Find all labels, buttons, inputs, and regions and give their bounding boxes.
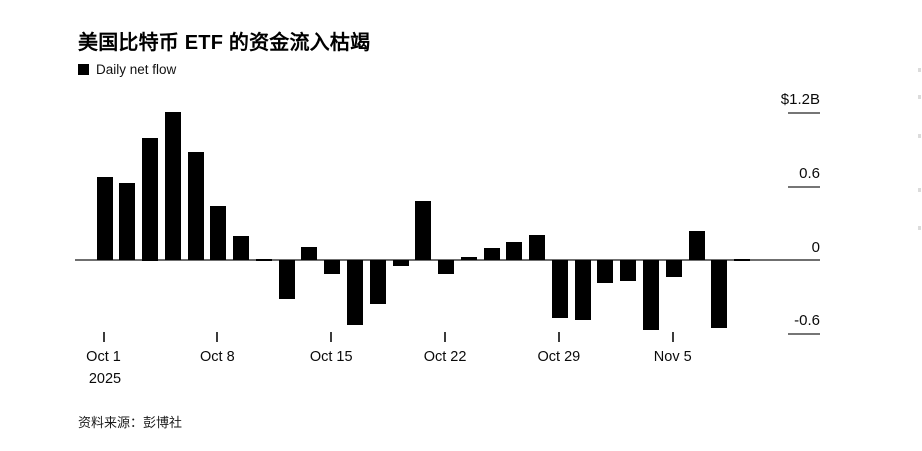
bar bbox=[415, 201, 432, 261]
y-axis-label: 0.6 bbox=[799, 164, 820, 182]
edge-artifact bbox=[918, 188, 921, 192]
chart-legend: Daily net flow bbox=[78, 62, 176, 77]
bar bbox=[369, 260, 386, 305]
y-axis-tick bbox=[788, 111, 820, 114]
y-axis-label: 0 bbox=[811, 238, 820, 256]
x-axis-year-label: 2025 bbox=[88, 371, 122, 387]
source-note: 资料来源：彭博社 bbox=[78, 415, 183, 430]
bar bbox=[346, 260, 363, 326]
bar bbox=[620, 260, 637, 281]
edge-artifact bbox=[918, 226, 921, 230]
bar bbox=[688, 230, 705, 261]
bar bbox=[574, 260, 591, 321]
chart-title: 美国比特币 ETF 的资金流入枯竭 bbox=[78, 32, 371, 54]
bar bbox=[164, 111, 181, 261]
bar bbox=[233, 235, 250, 261]
x-axis-label: Oct 22 bbox=[423, 349, 467, 365]
bar bbox=[324, 260, 341, 274]
legend-swatch-icon bbox=[78, 64, 89, 75]
bar bbox=[642, 260, 659, 331]
bar bbox=[255, 258, 272, 261]
y-axis-tick bbox=[788, 185, 820, 188]
x-axis-label: Nov 5 bbox=[653, 349, 692, 365]
y-axis-label: $1.2B bbox=[780, 90, 820, 108]
bar bbox=[278, 260, 295, 300]
edge-artifact bbox=[918, 134, 921, 138]
bar bbox=[119, 183, 136, 261]
bar bbox=[551, 260, 568, 318]
y-axis-tick bbox=[788, 333, 820, 336]
bar bbox=[597, 260, 614, 284]
x-axis-tick bbox=[671, 332, 674, 342]
bar bbox=[734, 258, 751, 261]
x-axis-tick bbox=[557, 332, 560, 342]
bar bbox=[187, 152, 204, 261]
x-axis-tick bbox=[216, 332, 219, 342]
x-axis-tick bbox=[444, 332, 447, 342]
x-axis-tick bbox=[330, 332, 333, 342]
x-axis-label: Oct 1 bbox=[86, 349, 121, 365]
legend-label: Daily net flow bbox=[96, 62, 177, 77]
edge-artifact bbox=[918, 95, 921, 99]
bar bbox=[210, 206, 227, 261]
edge-artifact bbox=[918, 68, 921, 72]
y-axis-label: -0.6 bbox=[794, 312, 820, 330]
bar bbox=[711, 260, 728, 328]
bar bbox=[142, 137, 159, 261]
bar bbox=[529, 234, 546, 261]
bar bbox=[506, 242, 523, 261]
bar bbox=[483, 248, 500, 261]
bar bbox=[665, 260, 682, 278]
bar bbox=[438, 260, 455, 274]
x-axis-label: Oct 29 bbox=[537, 349, 581, 365]
bar bbox=[460, 256, 477, 261]
bar bbox=[392, 260, 409, 267]
x-axis-label: Oct 8 bbox=[200, 349, 235, 365]
bar bbox=[301, 246, 318, 261]
x-axis-label: Oct 15 bbox=[309, 349, 353, 365]
x-axis-tick bbox=[102, 332, 105, 342]
bar bbox=[96, 176, 113, 261]
